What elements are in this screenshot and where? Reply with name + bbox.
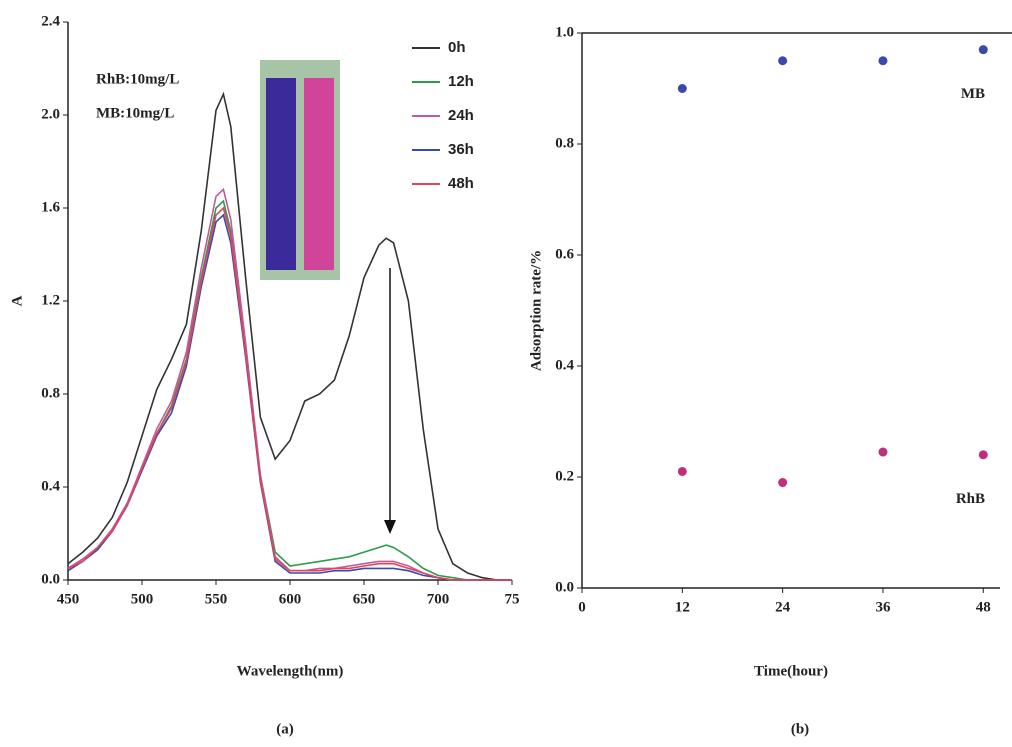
y-tick-label: 0.4	[41, 478, 60, 494]
point	[677, 466, 687, 476]
legend-label: 24h	[448, 107, 474, 124]
y-tick-label: 2.4	[41, 13, 60, 29]
y-tick-label: 1.6	[41, 199, 60, 215]
x-tick-label: 48	[976, 599, 991, 615]
series-line	[67, 206, 512, 581]
y-tick-label: 0.0	[41, 571, 60, 587]
series-label: MB	[961, 86, 985, 102]
x-tick-label: 450	[57, 591, 80, 607]
x-tick-label: 550	[205, 591, 228, 607]
x-tick-label: 700	[427, 591, 450, 607]
point	[677, 84, 687, 93]
point	[978, 45, 988, 55]
inset-photo	[260, 60, 340, 280]
legend-label: 48h	[448, 175, 474, 192]
x-tick-label: 75	[505, 591, 520, 607]
series-label: RhB	[956, 491, 985, 507]
y-tick-label: 1.2	[41, 292, 60, 308]
panel-caption: (b)	[791, 721, 809, 737]
point	[878, 56, 888, 66]
legend-label: 0h	[448, 39, 466, 56]
y-axis-label: Adsorption rate/%	[528, 250, 544, 371]
x-tick-label: 650	[353, 591, 376, 607]
y-tick-label: 0.0	[555, 579, 574, 595]
y-tick-label: 0.8	[41, 385, 60, 401]
y-tick-label: 0.8	[555, 135, 574, 151]
point	[778, 478, 788, 488]
series-line	[67, 91, 512, 581]
x-axis-label: Time(hour)	[754, 663, 828, 679]
point	[778, 56, 788, 66]
y-tick-label: 2.0	[41, 106, 60, 122]
y-axis-label: A	[9, 295, 25, 306]
arrow	[384, 268, 396, 534]
legend-label: 12h	[448, 73, 474, 90]
x-tick-label: 12	[675, 599, 690, 615]
x-tick-label: 500	[131, 591, 154, 607]
point	[878, 447, 888, 457]
x-tick-label: 600	[279, 591, 302, 607]
y-tick-label: 0.2	[555, 468, 574, 484]
y-tick-label: 1.0	[555, 24, 574, 40]
y-tick-label: 0.4	[555, 357, 574, 373]
panel-caption: (a)	[276, 721, 294, 737]
x-axis-label: Wavelength(nm)	[237, 663, 344, 679]
annotation: RhB:10mg/L	[96, 71, 179, 87]
y-tick-label: 0.6	[555, 246, 574, 262]
x-tick-label: 0	[578, 599, 586, 615]
x-tick-label: 24	[775, 599, 791, 615]
point	[978, 450, 988, 460]
annotation: MB:10mg/L	[96, 105, 174, 121]
legend-label: 36h	[448, 141, 474, 158]
x-tick-label: 36	[875, 599, 891, 615]
